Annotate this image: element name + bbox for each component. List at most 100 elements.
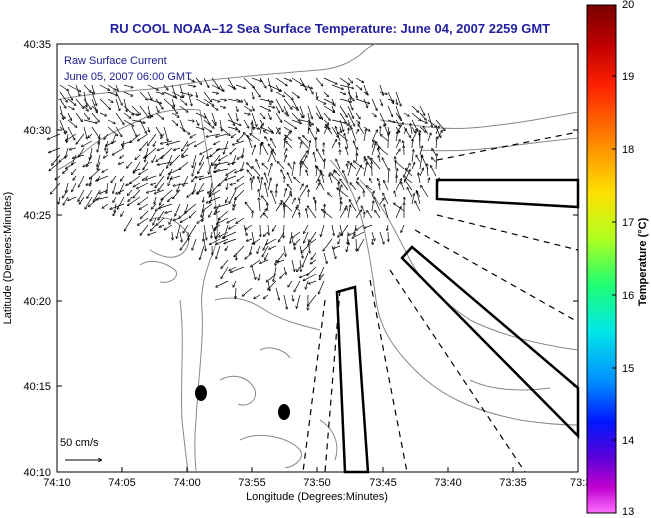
colorbar-tick: 16 <box>622 290 634 302</box>
current-vector <box>347 163 352 177</box>
current-vector <box>215 203 221 212</box>
current-vector <box>131 119 145 123</box>
current-vector <box>175 203 181 216</box>
current-vector <box>417 191 421 205</box>
current-vector <box>384 205 389 219</box>
y-axis: 40:35 40:30 40:25 40:20 40:15 40:10 Lati… <box>2 39 578 479</box>
current-vector <box>251 259 261 267</box>
current-vector <box>347 105 353 118</box>
current-vector <box>436 137 437 149</box>
current-vector <box>59 126 67 133</box>
current-vector <box>275 259 276 265</box>
current-vector <box>379 198 384 205</box>
lane-southeast <box>400 245 580 440</box>
current-vector <box>151 182 157 185</box>
current-vector <box>257 245 261 253</box>
current-vector <box>371 144 376 156</box>
current-vector <box>219 99 226 100</box>
current-vector <box>225 245 229 250</box>
current-vector <box>299 151 307 163</box>
current-vector <box>368 157 373 163</box>
current-vector <box>243 98 247 105</box>
current-vector <box>328 193 333 198</box>
current-vector <box>351 128 357 142</box>
current-vector <box>197 189 205 193</box>
current-vector <box>407 188 413 198</box>
current-vector <box>182 154 189 157</box>
current-vector <box>160 196 165 205</box>
current-vector <box>227 77 234 88</box>
current-vector <box>355 178 358 184</box>
current-vector <box>147 189 157 193</box>
current-vector <box>51 182 61 194</box>
current-vector <box>427 112 432 127</box>
current-vector <box>405 180 413 191</box>
current-vector <box>234 245 245 257</box>
current-vector <box>171 105 177 114</box>
current-vector <box>133 168 141 172</box>
current-vector <box>195 175 205 178</box>
current-vector <box>219 126 230 135</box>
current-vector <box>379 91 387 94</box>
current-vector <box>283 77 291 81</box>
current-vector <box>221 266 229 278</box>
current-vector <box>268 280 277 290</box>
current-vector <box>195 98 208 105</box>
current-vector <box>323 77 337 84</box>
current-vector <box>206 133 221 137</box>
current-vector <box>86 182 93 185</box>
current-vector <box>401 182 405 191</box>
current-vector <box>211 119 216 125</box>
current-vector <box>315 173 322 184</box>
current-vector <box>250 134 261 142</box>
current-vector <box>99 84 110 90</box>
current-vector <box>363 98 368 108</box>
y-tick-label: 40:30 <box>23 125 51 137</box>
current-vector <box>211 224 216 238</box>
current-vector <box>285 135 293 142</box>
current-vector <box>283 294 287 309</box>
current-vector <box>259 77 266 88</box>
current-vector <box>245 224 253 229</box>
current-vector <box>262 143 269 156</box>
current-vector <box>219 119 222 131</box>
x-tick-label: 74:00 <box>173 477 201 489</box>
current-vector <box>268 224 269 235</box>
current-vector <box>259 98 273 102</box>
current-vector <box>217 147 229 150</box>
current-vector <box>323 119 329 124</box>
current-vector <box>356 154 357 163</box>
current-vector <box>227 217 237 223</box>
current-vector <box>203 77 209 87</box>
current-vector <box>195 112 206 118</box>
current-vector <box>91 91 97 105</box>
current-vector <box>115 84 118 91</box>
current-vector <box>251 112 257 126</box>
current-vector <box>432 149 437 156</box>
current-vector <box>235 84 245 88</box>
current-vector <box>315 98 326 104</box>
current-vector <box>278 162 285 170</box>
current-vector <box>267 204 268 212</box>
current-vector <box>275 105 279 113</box>
current-vector <box>387 119 395 122</box>
current-vector <box>211 84 223 91</box>
current-vector <box>436 154 437 170</box>
current-vector <box>291 91 299 98</box>
current-vector <box>130 175 141 184</box>
current-vector <box>363 129 366 142</box>
current-vector <box>283 91 293 100</box>
current-vector <box>309 280 317 284</box>
current-vector <box>323 252 327 263</box>
current-vector <box>107 91 117 96</box>
current-vector <box>321 224 325 236</box>
current-vector <box>347 205 350 219</box>
current-vector <box>329 175 333 184</box>
overlay-date: June 05, 2007 06:00 GMT <box>64 71 192 83</box>
current-vector <box>216 280 229 287</box>
current-vector <box>299 185 307 198</box>
buoy-marker <box>278 404 290 420</box>
current-vector <box>311 259 317 264</box>
current-vector <box>347 112 355 126</box>
current-vector <box>387 105 392 116</box>
